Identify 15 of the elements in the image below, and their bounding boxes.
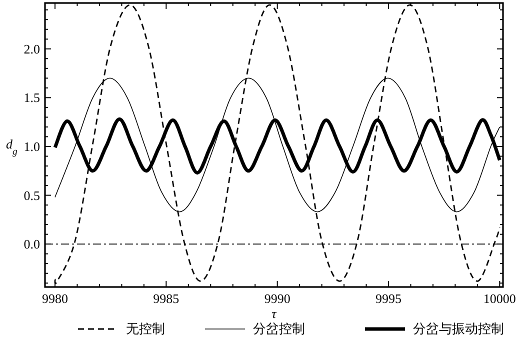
- x-tick-label: 9985: [153, 291, 180, 306]
- y-axis-title: d$_{g}$: [6, 136, 18, 157]
- x-tick-label: 9980: [42, 291, 68, 306]
- x-tick-label: 9995: [376, 291, 402, 306]
- y-tick-label: 1.0: [24, 138, 40, 154]
- x-tick-label: 9990: [264, 291, 290, 306]
- legend-label: 分岔控制: [253, 321, 305, 336]
- y-tick-label: 2.0: [24, 41, 40, 56]
- legend-label: 分岔与振动控制: [413, 321, 504, 336]
- y-tick-label: 0.5: [24, 188, 40, 203]
- y-tick-label: 0.0: [24, 236, 40, 252]
- y-tick-label: 1.5: [24, 90, 40, 106]
- x-axis-title: τ: [272, 306, 278, 321]
- x-tick-label: 10000: [483, 291, 516, 306]
- legend-label: 无控制: [126, 321, 165, 336]
